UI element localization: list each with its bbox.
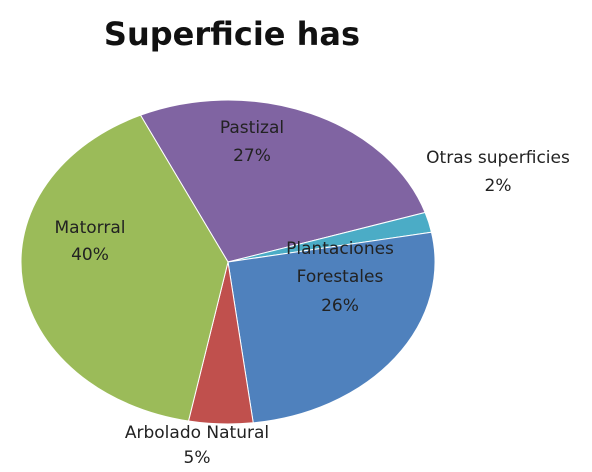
value-label: 26% <box>321 296 359 316</box>
value-label: 27% <box>233 146 271 166</box>
pie-slice <box>227 231 436 424</box>
category-label: Matorral <box>54 218 126 238</box>
pie-slice <box>139 99 426 263</box>
category-label: Pastizal <box>219 118 285 138</box>
category-label: Arbolado Natural <box>124 423 270 443</box>
value-label: 5% <box>183 448 211 468</box>
pie-slice <box>20 114 229 422</box>
category-label: Plantaciones Forestales <box>286 239 394 287</box>
chart-title: Superficie has <box>103 15 361 53</box>
value-label: 2% <box>484 176 512 196</box>
value-label: 40% <box>71 245 109 265</box>
category-label: Otras superficies <box>426 148 570 168</box>
